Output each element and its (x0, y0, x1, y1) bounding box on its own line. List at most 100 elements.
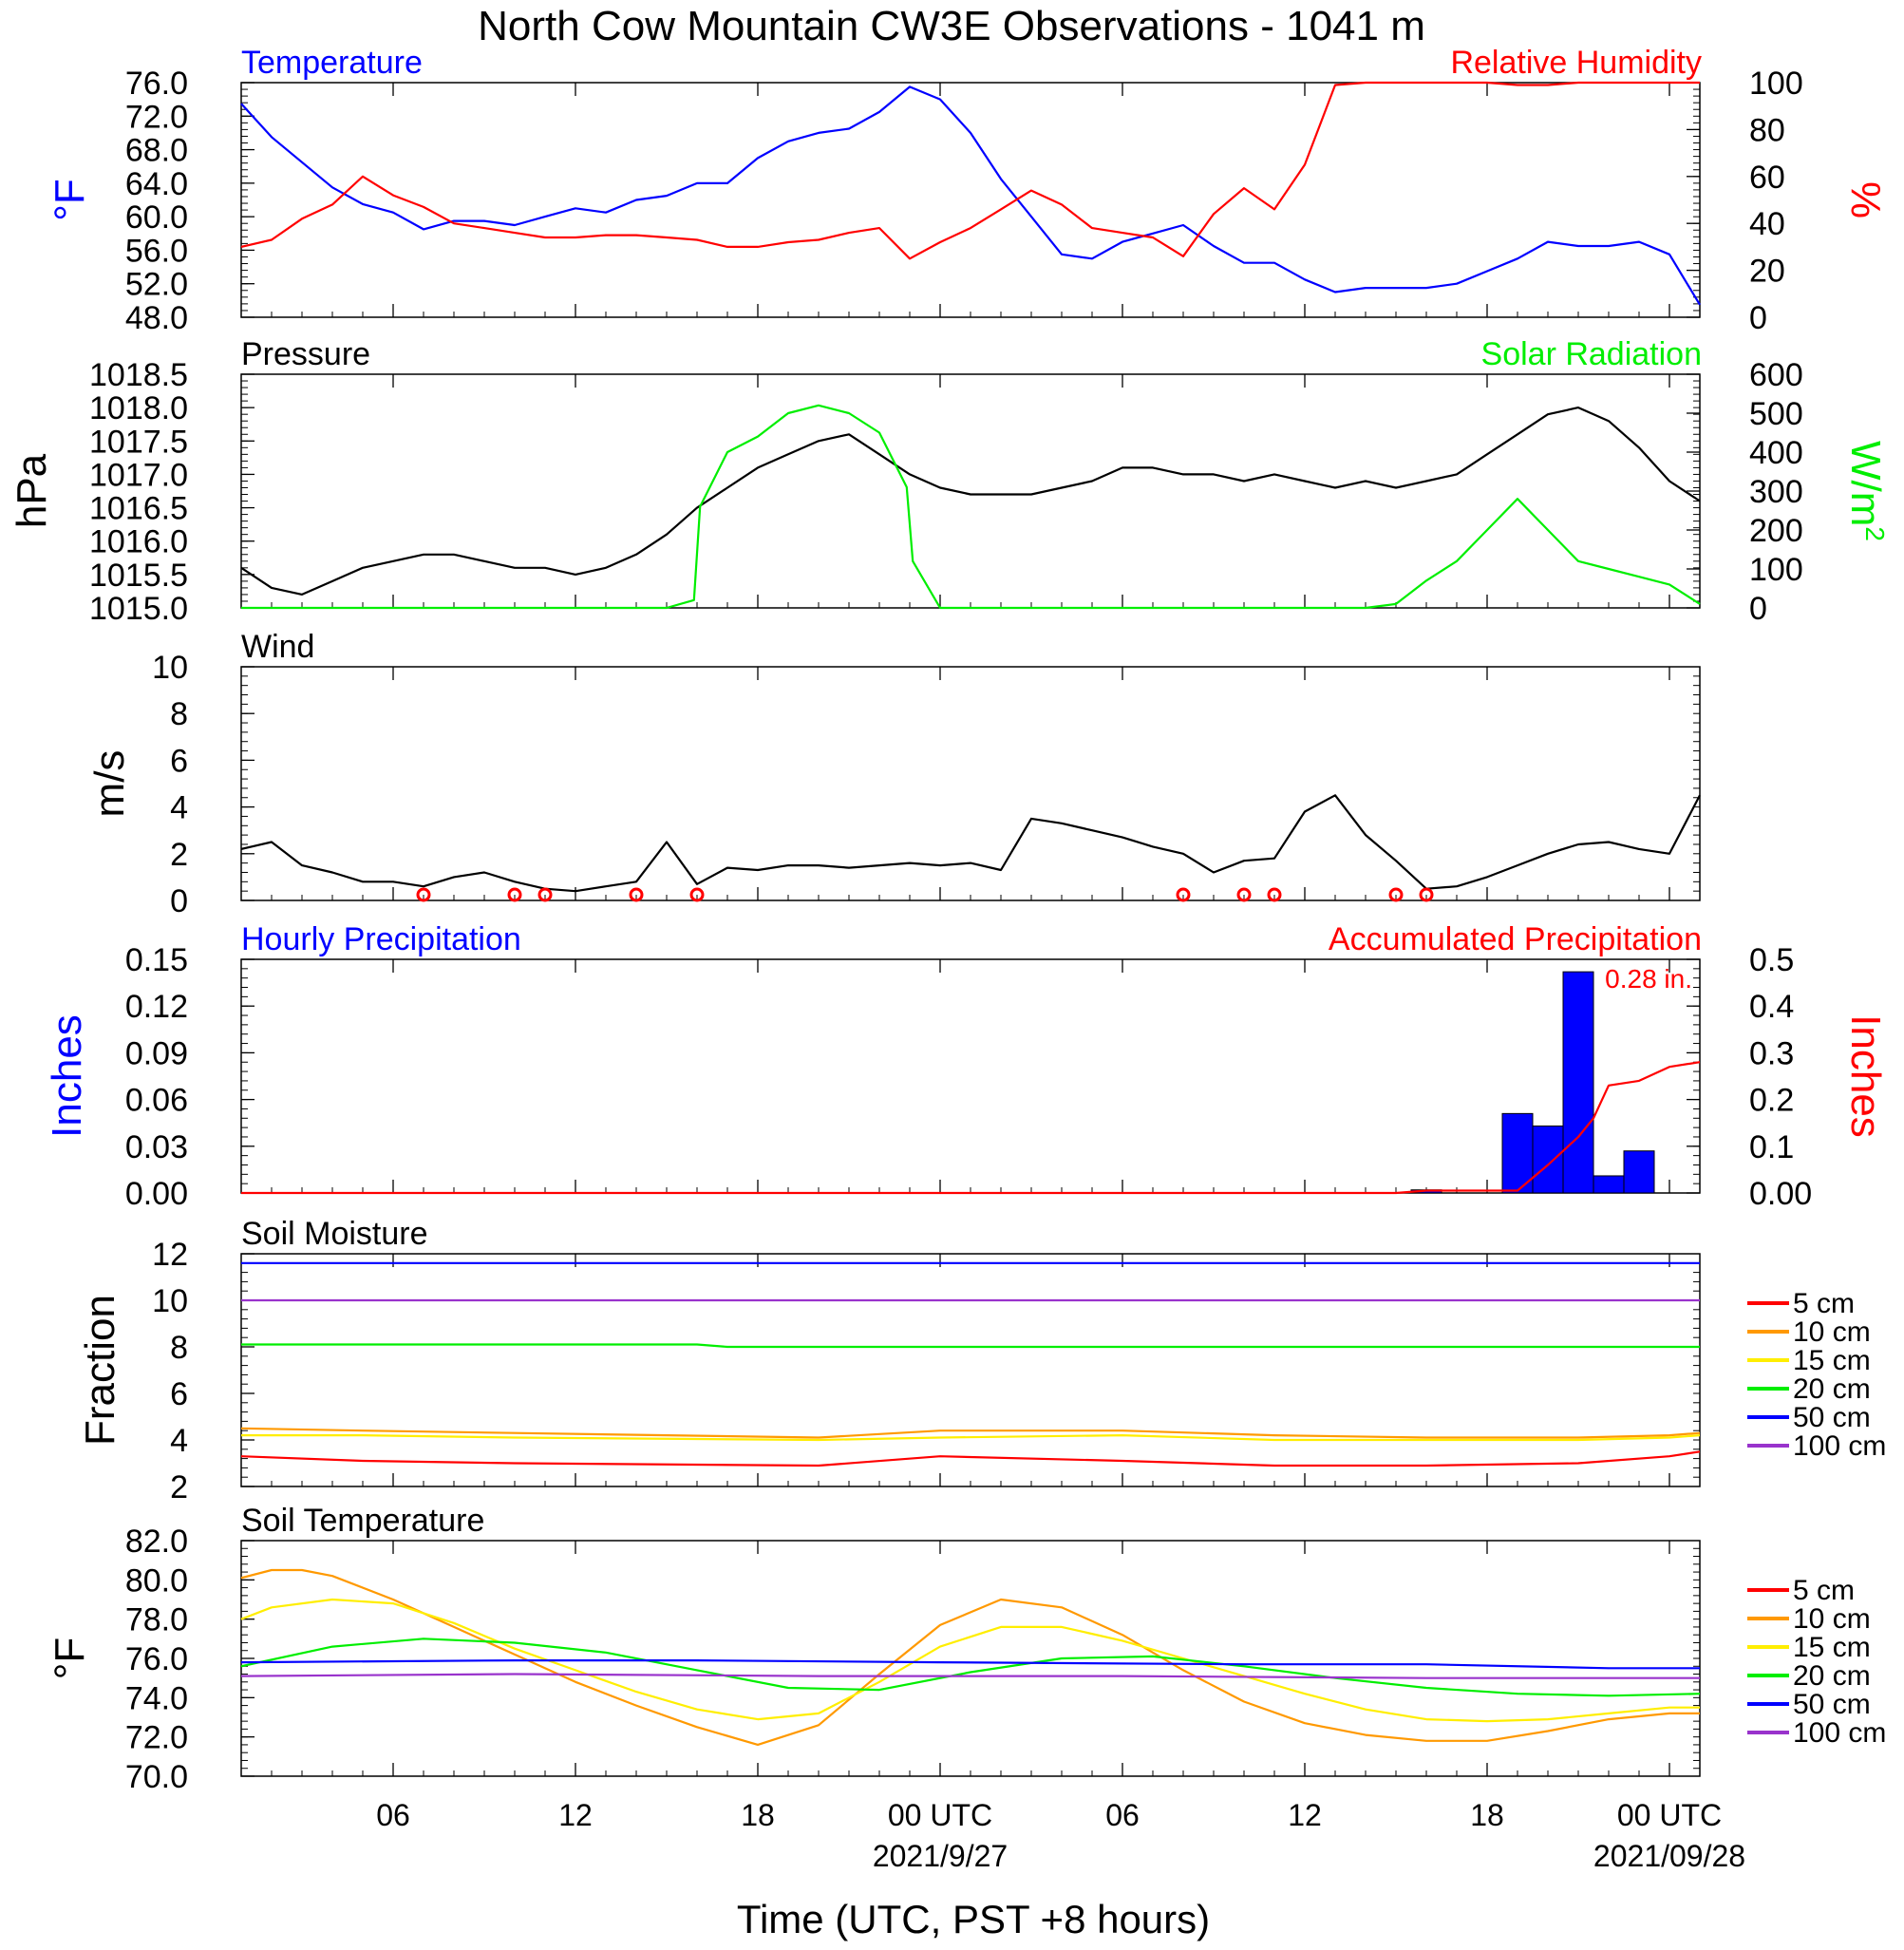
series-line (241, 404, 1701, 610)
wind-calm-marker (537, 887, 553, 902)
panel-soil_temperature: 82.080.078.076.074.0 72.070.0 Soil Tempera… (47, 1503, 1886, 1795)
y-right-tick-label: 0.3 (1749, 1035, 1794, 1071)
legend-label: 100 cm (1793, 1430, 1886, 1462)
y-axis-label: Inches (44, 1014, 90, 1138)
panel-left-title: Hourly Precipitation (241, 921, 521, 957)
plot-frame (240, 82, 1701, 318)
y-right-tick-label: 20 (1749, 254, 1785, 290)
legend-label: 100 cm (1793, 1717, 1886, 1749)
x-tick-label: 06 (1105, 1798, 1140, 1832)
y-tick-label: 0.09 (125, 1035, 188, 1071)
x-tick-date-label: 2021/09/28 (1593, 1839, 1745, 1873)
y-tick-label: 10 (152, 650, 188, 686)
y-right-tick-label: 200 (1749, 513, 1803, 549)
plot-frame (240, 666, 1701, 901)
y-right-tick-label: 60 (1749, 160, 1785, 196)
series-line (240, 85, 1701, 306)
y-right-tick-label: 300 (1749, 474, 1803, 510)
y-right-tick-label: 40 (1749, 206, 1785, 242)
panel-left-title: Wind (241, 629, 314, 665)
y-axis-label: °F (47, 179, 93, 220)
y-tick-label: 78.0 (125, 1602, 188, 1638)
y-tick-label: 52.0 (125, 267, 188, 303)
y-axis-label: m/s (86, 750, 133, 818)
x-tick-label: 12 (558, 1798, 593, 1832)
y-tick-label: 12 (152, 1237, 188, 1273)
y-right-tick-label: 600 (1749, 357, 1803, 393)
precip-bar (1623, 1150, 1655, 1194)
wind-calm-marker (1236, 887, 1252, 902)
y-tick-label: 80.0 (125, 1562, 188, 1599)
legend-label: 50 cm (1793, 1689, 1871, 1720)
legend-label: 15 cm (1793, 1345, 1871, 1376)
panel-right-title: Relative Humidity (1450, 45, 1702, 81)
series-line (240, 1568, 1700, 1747)
y-right-axis-label: W/m2 (1842, 441, 1891, 541)
y-axis-label: Fraction (77, 1295, 123, 1446)
plot-frame (240, 958, 1701, 1194)
legend-label: 20 cm (1793, 1660, 1871, 1692)
y-tick-label: 1018.0 (89, 390, 188, 426)
y-right-axis-label: Inches (1842, 1014, 1889, 1138)
legend-label: 10 cm (1793, 1603, 1871, 1635)
y-tick-label: 72.0 (125, 1720, 188, 1756)
x-tick-label: 06 (376, 1798, 410, 1832)
x-tick-label: 18 (1470, 1798, 1504, 1832)
series-line (241, 1343, 1700, 1349)
y-right-tick-label: 100 (1749, 66, 1803, 102)
y-tick-label: 68.0 (125, 133, 188, 169)
y-axis-label: °F (47, 1638, 93, 1679)
series-line (240, 1658, 1700, 1670)
y-right-tick-label: 0.5 (1749, 942, 1794, 978)
y-tick-label: 74.0 (125, 1680, 188, 1716)
y-tick-label: 72.0 (125, 99, 188, 135)
precip-bar (1532, 1125, 1564, 1194)
precip-bar (1562, 971, 1594, 1194)
x-axis-label: Time (UTC, PST +8 hours) (737, 1897, 1210, 1941)
y-tick-label: 48.0 (125, 300, 188, 336)
y-right-tick-label: 80 (1749, 112, 1785, 148)
series-line (240, 1638, 1701, 1697)
y-tick-label: 0.03 (125, 1129, 188, 1165)
y-tick-label: 2 (170, 837, 188, 873)
wind-calm-marker (1267, 887, 1282, 902)
x-tick-label: 12 (1288, 1798, 1322, 1832)
y-tick-label: 2 (170, 1469, 188, 1505)
wind-calm-marker (1176, 887, 1191, 902)
y-tick-label: 4 (170, 790, 188, 826)
y-right-tick-label: 0.00 (1749, 1176, 1812, 1212)
y-right-axis-label-sup: 2 (1861, 526, 1891, 541)
precip-bar (1593, 1175, 1625, 1194)
y-tick-label: 1017.5 (89, 424, 188, 460)
series-line (240, 794, 1701, 893)
series-line (240, 1598, 1700, 1723)
series-line (240, 1673, 1700, 1679)
y-tick-label: 4 (170, 1423, 188, 1459)
y-right-tick-label: 0 (1749, 591, 1767, 627)
panel-right-title: Solar Radiation (1481, 336, 1702, 372)
y-tick-label: 1018.5 (89, 357, 188, 393)
panel-temp_rh: 76.072.068.064.060.056.052.048.0 100 80 60 4… (47, 45, 1889, 336)
y-tick-label: 1016.0 (89, 524, 188, 560)
panel-left-title: Soil Moisture (241, 1216, 428, 1252)
y-tick-label: 1015.0 (89, 591, 188, 627)
y-tick-label: 82.0 (125, 1524, 188, 1560)
y-tick-label: 0.12 (125, 989, 188, 1025)
series-line (240, 407, 1701, 596)
x-tick-label: 18 (741, 1798, 775, 1832)
legend-label: 10 cm (1793, 1316, 1871, 1348)
wind-calm-marker (629, 887, 644, 902)
y-tick-label: 8 (170, 1330, 188, 1366)
y-tick-label: 1015.5 (89, 558, 188, 594)
x-tick-date-label: 2021/9/27 (873, 1839, 1008, 1873)
y-tick-label: 76.0 (125, 66, 188, 102)
panel-right-title: Accumulated Precipitation (1329, 921, 1702, 957)
panel-pressure_solar: 1018.51018.01017.51017.01016.51016.01015… (9, 336, 1891, 627)
y-tick-label: 6 (170, 1376, 188, 1412)
y-tick-label: 70.0 (125, 1759, 188, 1795)
y-axis-label: hPa (9, 453, 55, 528)
y-tick-label: 64.0 (125, 166, 188, 202)
y-tick-label: 0.00 (125, 1176, 188, 1212)
